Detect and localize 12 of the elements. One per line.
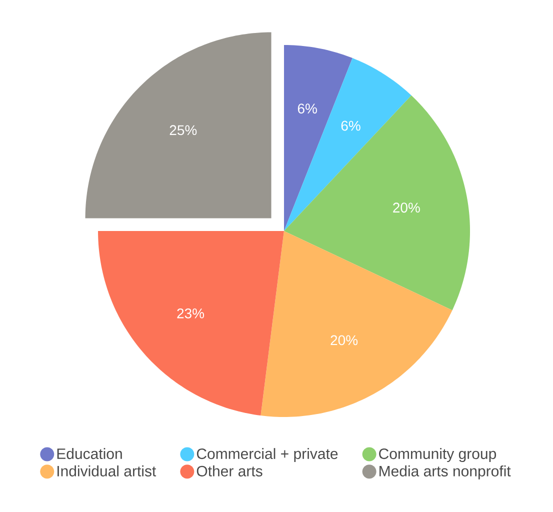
- data-label: 23%: [177, 308, 204, 318]
- data-label: 20%: [393, 202, 420, 213]
- data-label: 25%: [170, 125, 197, 136]
- legend-label: Media arts nonprofit: [380, 465, 511, 480]
- legend-label: Individual artist: [58, 465, 156, 476]
- legend-label: Other arts: [196, 465, 262, 476]
- data-label: 20%: [330, 335, 358, 346]
- legend-label: Commercial + private: [196, 448, 338, 462]
- data-label: 6%: [298, 104, 317, 114]
- data-label: 6%: [341, 120, 360, 131]
- legend-label: Education: [57, 448, 122, 460]
- legend-label: Community group: [379, 448, 496, 462]
